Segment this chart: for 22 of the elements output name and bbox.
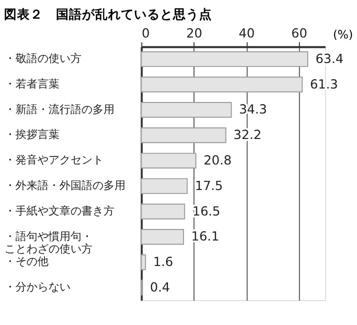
chart-title: 図表２ 国語が乱れていると思う点: [4, 6, 212, 22]
data-label: 20.8: [204, 152, 232, 168]
x-tick-label: 40: [238, 25, 255, 40]
y-tick-label: ・語句や慣用句・ことわざの使い方: [4, 230, 92, 256]
x-tick-label: 0: [142, 25, 150, 40]
data-label: 61.3: [310, 76, 338, 92]
data-label: 17.5: [194, 178, 223, 193]
x-tick-label: 60: [291, 25, 308, 40]
y-tick-label: ・外来語・外国語の多用: [4, 178, 126, 192]
data-label: 63.4: [315, 50, 344, 66]
y-tick-label: ・新語・流行語の多用: [4, 102, 114, 116]
data-label: 1.6: [153, 254, 174, 270]
y-tick-label: ・その他: [4, 255, 48, 268]
y-tick-label: ・手紙や文章の書き方: [4, 204, 114, 218]
y-tick-label: ・挨拶言葉: [4, 128, 60, 142]
y-tick-label: ・若者言葉: [4, 77, 60, 90]
y-tick-label: ・敬語の使い方: [4, 52, 82, 65]
x-tick-label: 20: [186, 25, 202, 40]
y-tick-label: ・発音やアクセント: [4, 154, 104, 167]
data-label: 0.4: [150, 280, 170, 295]
y-tick-label: ・分からない: [4, 280, 70, 294]
x-axis-title: (%): [332, 27, 354, 42]
